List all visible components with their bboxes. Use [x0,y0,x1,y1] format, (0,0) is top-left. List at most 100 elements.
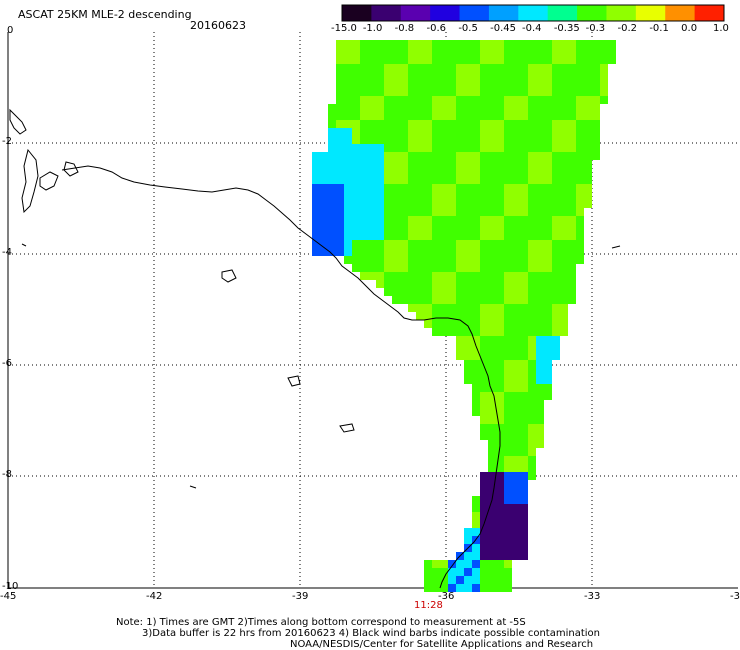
swath-cell [496,376,504,384]
swath-cell [584,56,592,64]
swath-cell [432,88,440,96]
swath-cell [544,64,552,72]
swath-cell [512,160,520,168]
swath-cell [472,264,480,272]
swath-cell [440,288,448,296]
swath-cell [496,104,504,112]
swath-cell [568,128,576,136]
swath-cell [504,176,512,184]
swath-cell [392,224,400,232]
colorbar-segment [606,5,637,21]
swath-cell [360,72,368,80]
swath-cell [424,88,432,96]
swath-cell [544,368,552,376]
swath-cell [520,216,528,224]
swath-cell [432,96,440,104]
swath-cell [488,232,496,240]
swath-cell [448,272,456,280]
swath-cell [496,392,504,400]
swath-cell [384,288,392,296]
swath-cell [408,128,416,136]
swath-cell [400,280,408,288]
swath-cell [552,216,560,224]
swath-cell [344,128,352,136]
swath-cell [520,512,528,520]
colorbar-segment [635,5,666,21]
swath-cell [424,216,432,224]
swath-cell [368,136,376,144]
swath-cell [352,224,360,232]
swath-cell [480,240,488,248]
swath-cell [464,128,472,136]
swath-cell [472,128,480,136]
swath-cell [512,368,520,376]
swath-cell [368,208,376,216]
swath-cell [448,320,456,328]
swath-cell [360,120,368,128]
swath-cell [488,416,496,424]
swath-cell [536,96,544,104]
swath-cell [480,176,488,184]
swath-cell [512,552,520,560]
swath-cell [528,448,536,456]
swath-cell [520,392,528,400]
swath-cell [512,424,520,432]
swath-cell [432,72,440,80]
swath-cell [368,232,376,240]
swath-cell [520,256,528,264]
swath-cell [472,144,480,152]
swath-cell [512,144,520,152]
swath-cell [472,344,480,352]
swath-cell [344,48,352,56]
swath-cell [384,256,392,264]
swath-cell [504,504,512,512]
swath-cell [408,136,416,144]
swath-cell [464,176,472,184]
swath-cell [568,96,576,104]
colorbar-segment [694,5,725,21]
swath-cell [480,280,488,288]
swath-cell [480,272,488,280]
swath-cell [360,40,368,48]
swath-cell [432,280,440,288]
swath-cell [408,160,416,168]
swath-cell [368,200,376,208]
swath-cell [528,56,536,64]
swath-cell [328,240,336,248]
swath-cell [520,56,528,64]
swath-cell [528,288,536,296]
swath-cell [432,320,440,328]
swath-cell [560,184,568,192]
swath-cell [464,536,472,544]
swath-cell [448,568,456,576]
swath-cell [512,512,520,520]
swath-cell [544,288,552,296]
swath-cell [424,80,432,88]
swath-cell [512,400,520,408]
swath-cell [472,304,480,312]
swath-cell [408,96,416,104]
swath-cell [392,288,400,296]
swath-cell [512,200,520,208]
swath-cell [376,248,384,256]
swath-cell [480,48,488,56]
swath-cell [576,112,584,120]
swath-cell [488,424,496,432]
swath-cell [432,208,440,216]
swath-cell [488,120,496,128]
swath-cell [488,152,496,160]
swath-cell [568,56,576,64]
swath-cell [408,264,416,272]
swath-cell [536,360,544,368]
swath-cell [400,48,408,56]
swath-cell [480,152,488,160]
swath-cell [488,368,496,376]
swath-cell [536,56,544,64]
swath-cell [480,88,488,96]
swath-cell [504,48,512,56]
swath-cell [520,96,528,104]
swath-cell [448,328,456,336]
swath-cell [520,360,528,368]
swath-cell [408,48,416,56]
swath-cell [400,72,408,80]
